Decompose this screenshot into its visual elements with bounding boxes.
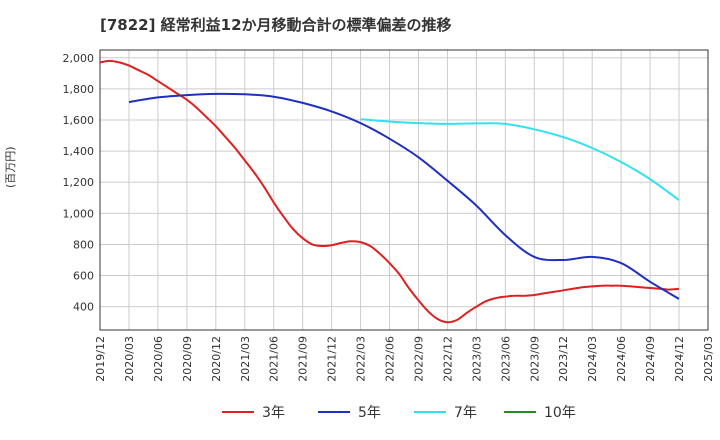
y-tick-label: 600 [73,270,94,283]
x-tick-label: 2023/03 [470,336,483,382]
x-tick-label: 2020/03 [123,336,136,382]
x-tick-label: 2023/06 [499,336,512,382]
x-tick-label: 2022/09 [412,336,425,382]
y-tick-label: 1,000 [63,207,95,220]
series-line-0 [99,59,680,324]
x-tick-label: 2019/12 [94,336,107,382]
series-line-1 [128,92,680,300]
x-tick-label: 2024/06 [615,336,628,382]
x-tick-label: 2023/12 [557,336,570,382]
y-tick-label: 2,000 [63,52,95,65]
x-tick-label: 2023/09 [528,336,541,382]
legend-label-2: 7年 [454,405,477,421]
y-tick-label: 1,200 [63,176,95,189]
x-tick-label: 2020/06 [152,336,165,382]
y-tick-label: 1,400 [63,145,95,158]
legend-label-3: 10年 [544,405,576,421]
x-tick-label: 2020/09 [181,336,194,382]
x-tick-label: 2021/12 [326,336,339,382]
series-line-2 [360,118,680,201]
x-tick-label: 2025/03 [702,336,715,382]
y-tick-label: 1,800 [63,83,95,96]
legend-label-1: 5年 [358,405,381,421]
x-tick-label: 2021/03 [239,336,252,382]
x-tick-label: 2024/12 [673,336,686,382]
series-group [99,59,680,324]
x-tick-label: 2024/09 [644,336,657,382]
y-tick-label: 1,600 [63,114,95,127]
y-tick-label: 400 [73,301,94,314]
x-tick-label: 2024/03 [586,336,599,382]
x-tick-label: 2021/06 [268,336,281,382]
x-tick-label: 2022/03 [355,336,368,382]
plot-border [99,49,709,331]
x-tick-label: 2022/12 [441,336,454,382]
x-tick-label: 2020/12 [210,336,223,382]
y-tick-label: 800 [73,238,94,251]
chart-title: [7822] 経常利益12か月移動合計の標準偏差の推移 [100,16,452,34]
x-tick-label: 2021/09 [297,336,310,382]
plot-frame [99,49,709,331]
legend-label-0: 3年 [262,405,285,421]
x-tick-label: 2022/06 [384,336,397,382]
